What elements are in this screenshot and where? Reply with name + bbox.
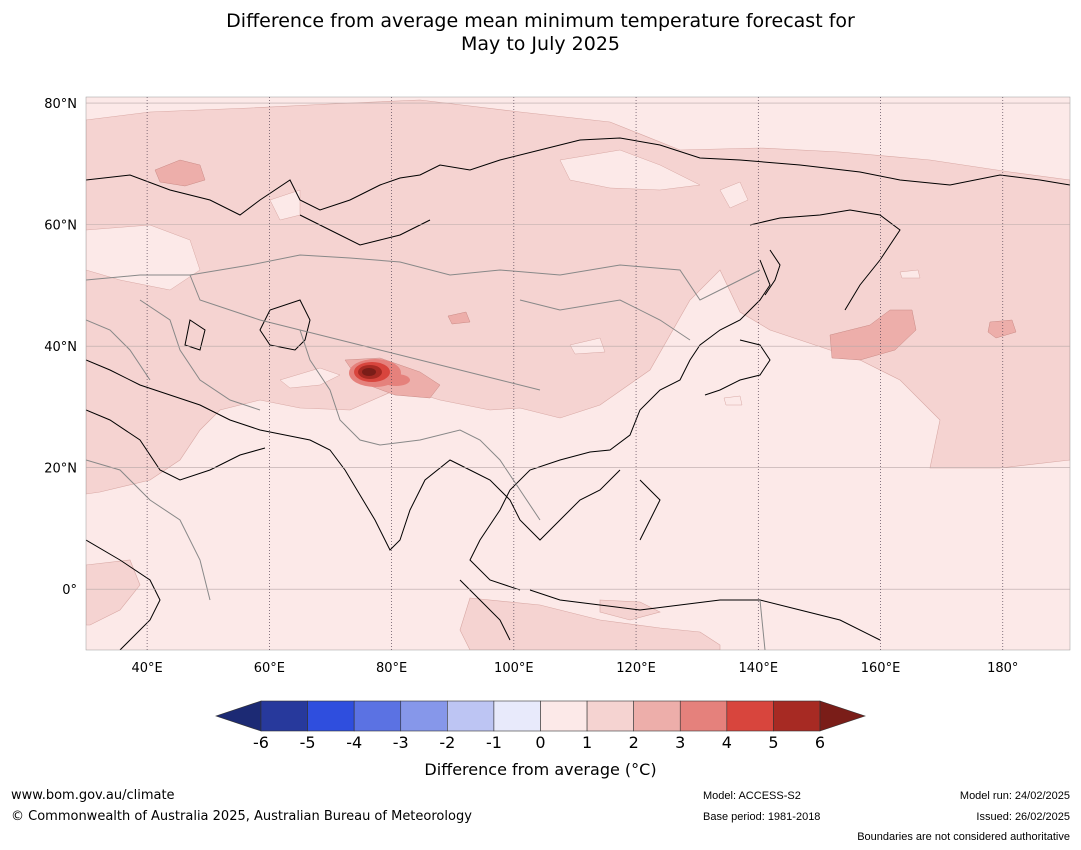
longitude-label: 180°: [987, 661, 1018, 676]
colorbar-title-text: Difference from average (: [424, 760, 632, 779]
colorbar-swatch: [633, 700, 681, 732]
colorbar-swatch: [307, 700, 355, 732]
map-title-line1: Difference from average mean minimum tem…: [226, 10, 855, 32]
map-title-line2: May to July 2025: [461, 33, 620, 55]
colorbar-over-arrow: [819, 700, 866, 732]
colorbar-swatch: [540, 700, 588, 732]
country-borders: [86, 254, 766, 650]
colorbar-tick-label: 3: [675, 733, 685, 752]
longitude-label: 60°E: [254, 661, 285, 676]
model-name: Model: ACCESS-S2: [703, 790, 801, 802]
colorbar-tick-label: 5: [768, 733, 778, 752]
colorbar-swatch: [260, 700, 308, 732]
colorbar-tick-label: 0: [535, 733, 545, 752]
colorbar-under-arrow: [215, 700, 262, 732]
bom-website-link[interactable]: www.bom.gov.au/climate: [11, 788, 175, 803]
longitude-label: 80°E: [376, 661, 407, 676]
model-run-date: Model run: 24/02/2025: [959, 790, 1070, 802]
longitude-label: 140°E: [739, 661, 779, 676]
colorbar-swatch: [679, 700, 728, 732]
latitude-labels: 80°N 60°N 40°N 20°N 0°: [44, 97, 77, 598]
latitude-label: 20°N: [44, 462, 77, 477]
boundaries-disclaimer: Boundaries are not considered authoritat…: [857, 831, 1070, 843]
longitude-label: 160°E: [861, 661, 901, 676]
colorbar-legend: -6 -5 -4 -3 -2 -1 0 1 2 3 4 5 6: [215, 700, 866, 752]
latitude-label: 0°: [62, 583, 77, 598]
anomaly-hotspot-tibet: [349, 359, 410, 387]
colorbar-swatch: [447, 700, 495, 732]
colorbar-tick-label: -3: [393, 733, 409, 752]
colorbar-swatch: [353, 700, 402, 732]
colorbar-tick-label: -2: [439, 733, 455, 752]
latitude-label: 40°N: [44, 340, 77, 355]
colorbar-tick-label: -1: [486, 733, 502, 752]
latitude-label: 80°N: [44, 97, 77, 112]
longitude-labels: 40°E 60°E 80°E 100°E 120°E 140°E 160°E 180°: [131, 661, 1018, 676]
map-frame: [85, 96, 1071, 651]
colorbar-tick-label: -6: [253, 733, 269, 752]
colorbar-tick-label: 4: [722, 733, 732, 752]
colorbar-tick-label: 2: [629, 733, 639, 752]
longitude-label: 120°E: [616, 661, 656, 676]
base-period: Base period: 1981-2018: [703, 811, 821, 823]
coastlines: [86, 137, 1070, 650]
issued-date: Issued: 26/02/2025: [976, 811, 1070, 823]
colorbar-tick-label: 6: [815, 733, 825, 752]
colorbar-tick-label: -4: [346, 733, 362, 752]
colorbar-swatch: [400, 700, 448, 732]
colorbar-swatch: [493, 700, 541, 732]
colorbar-title: Difference from average (°C): [0, 760, 1081, 779]
colorbar-tick-label: -5: [300, 733, 316, 752]
graticule: [86, 97, 1070, 650]
colorbar-tick-label: 1: [582, 733, 592, 752]
colorbar-title-unit: °C): [631, 760, 657, 779]
longitude-label: 40°E: [131, 661, 162, 676]
colorbar-swatch: [726, 700, 774, 732]
longitude-label: 100°E: [494, 661, 534, 676]
colorbar-swatch: [773, 700, 821, 732]
latitude-label: 60°N: [44, 219, 77, 234]
colorbar-swatch: [586, 700, 634, 732]
copyright-notice: © Commonwealth of Australia 2025, Austra…: [11, 809, 472, 824]
